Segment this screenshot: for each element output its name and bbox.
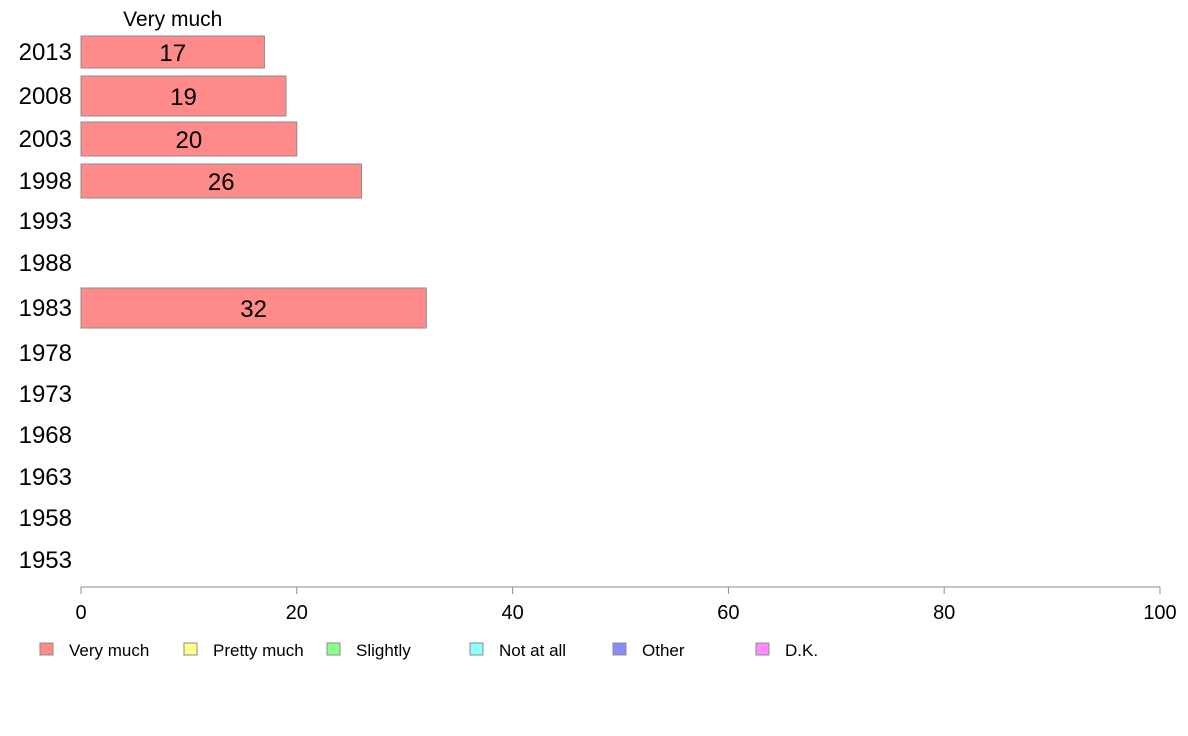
legend-swatch	[39, 642, 54, 656]
bar-1983	[80, 287, 427, 329]
x-tick-label: 40	[501, 602, 523, 624]
legend-label: Very much	[69, 641, 149, 660]
category-label-2003: 2003	[19, 126, 72, 153]
legend-swatch	[183, 642, 198, 656]
category-labels-layer: 2013 2008 2003 1998 1993 1988 1983 1978 1973 1968…	[19, 39, 72, 574]
category-label-1998: 1998	[19, 168, 72, 195]
category-label-1958: 1958	[19, 505, 72, 532]
x-tick-label: 20	[286, 602, 308, 624]
legend-label: D.K.	[785, 641, 818, 660]
x-axis: 0 20 40 60 80 100	[75, 586, 1177, 624]
category-label-1988: 1988	[19, 250, 72, 277]
bar-value-label-2003: 20	[176, 127, 203, 154]
column-header: Very much	[123, 8, 222, 31]
x-tick-label: 60	[717, 602, 739, 624]
category-label-2013: 2013	[19, 39, 72, 66]
category-label-1983: 1983	[19, 295, 72, 322]
category-label-1953: 1953	[19, 547, 72, 574]
bar-2013	[80, 35, 265, 69]
bar-1998	[80, 163, 363, 199]
category-label-2008: 2008	[19, 83, 72, 110]
bar-value-label-1998: 26	[208, 169, 235, 196]
bar-2008	[80, 75, 287, 117]
legend-label: Slightly	[356, 641, 411, 660]
bar-2003	[80, 121, 298, 157]
legend-swatch	[755, 642, 770, 656]
legend-label: Not at all	[499, 641, 566, 660]
x-tick-label: 80	[933, 602, 955, 624]
legend: Very much Pretty much Slightly Not at all Ot…	[39, 641, 818, 660]
bar-value-label-2013: 17	[159, 40, 186, 67]
legend-swatch	[612, 642, 627, 656]
bar-value-label-1983: 32	[240, 296, 267, 323]
category-label-1978: 1978	[19, 340, 72, 367]
x-tick-label: 0	[75, 602, 86, 624]
legend-swatch	[326, 642, 341, 656]
category-label-1968: 1968	[19, 422, 72, 449]
category-label-1963: 1963	[19, 464, 72, 491]
bar-value-label-2008: 19	[170, 84, 197, 111]
legend-swatch	[469, 642, 484, 656]
column-header-layer: Very much	[123, 8, 222, 31]
category-label-1973: 1973	[19, 381, 72, 408]
category-label-1993: 1993	[19, 208, 72, 235]
legend-label: Other	[642, 641, 685, 660]
legend-label: Pretty much	[213, 641, 304, 660]
x-tick-label: 100	[1143, 602, 1176, 624]
